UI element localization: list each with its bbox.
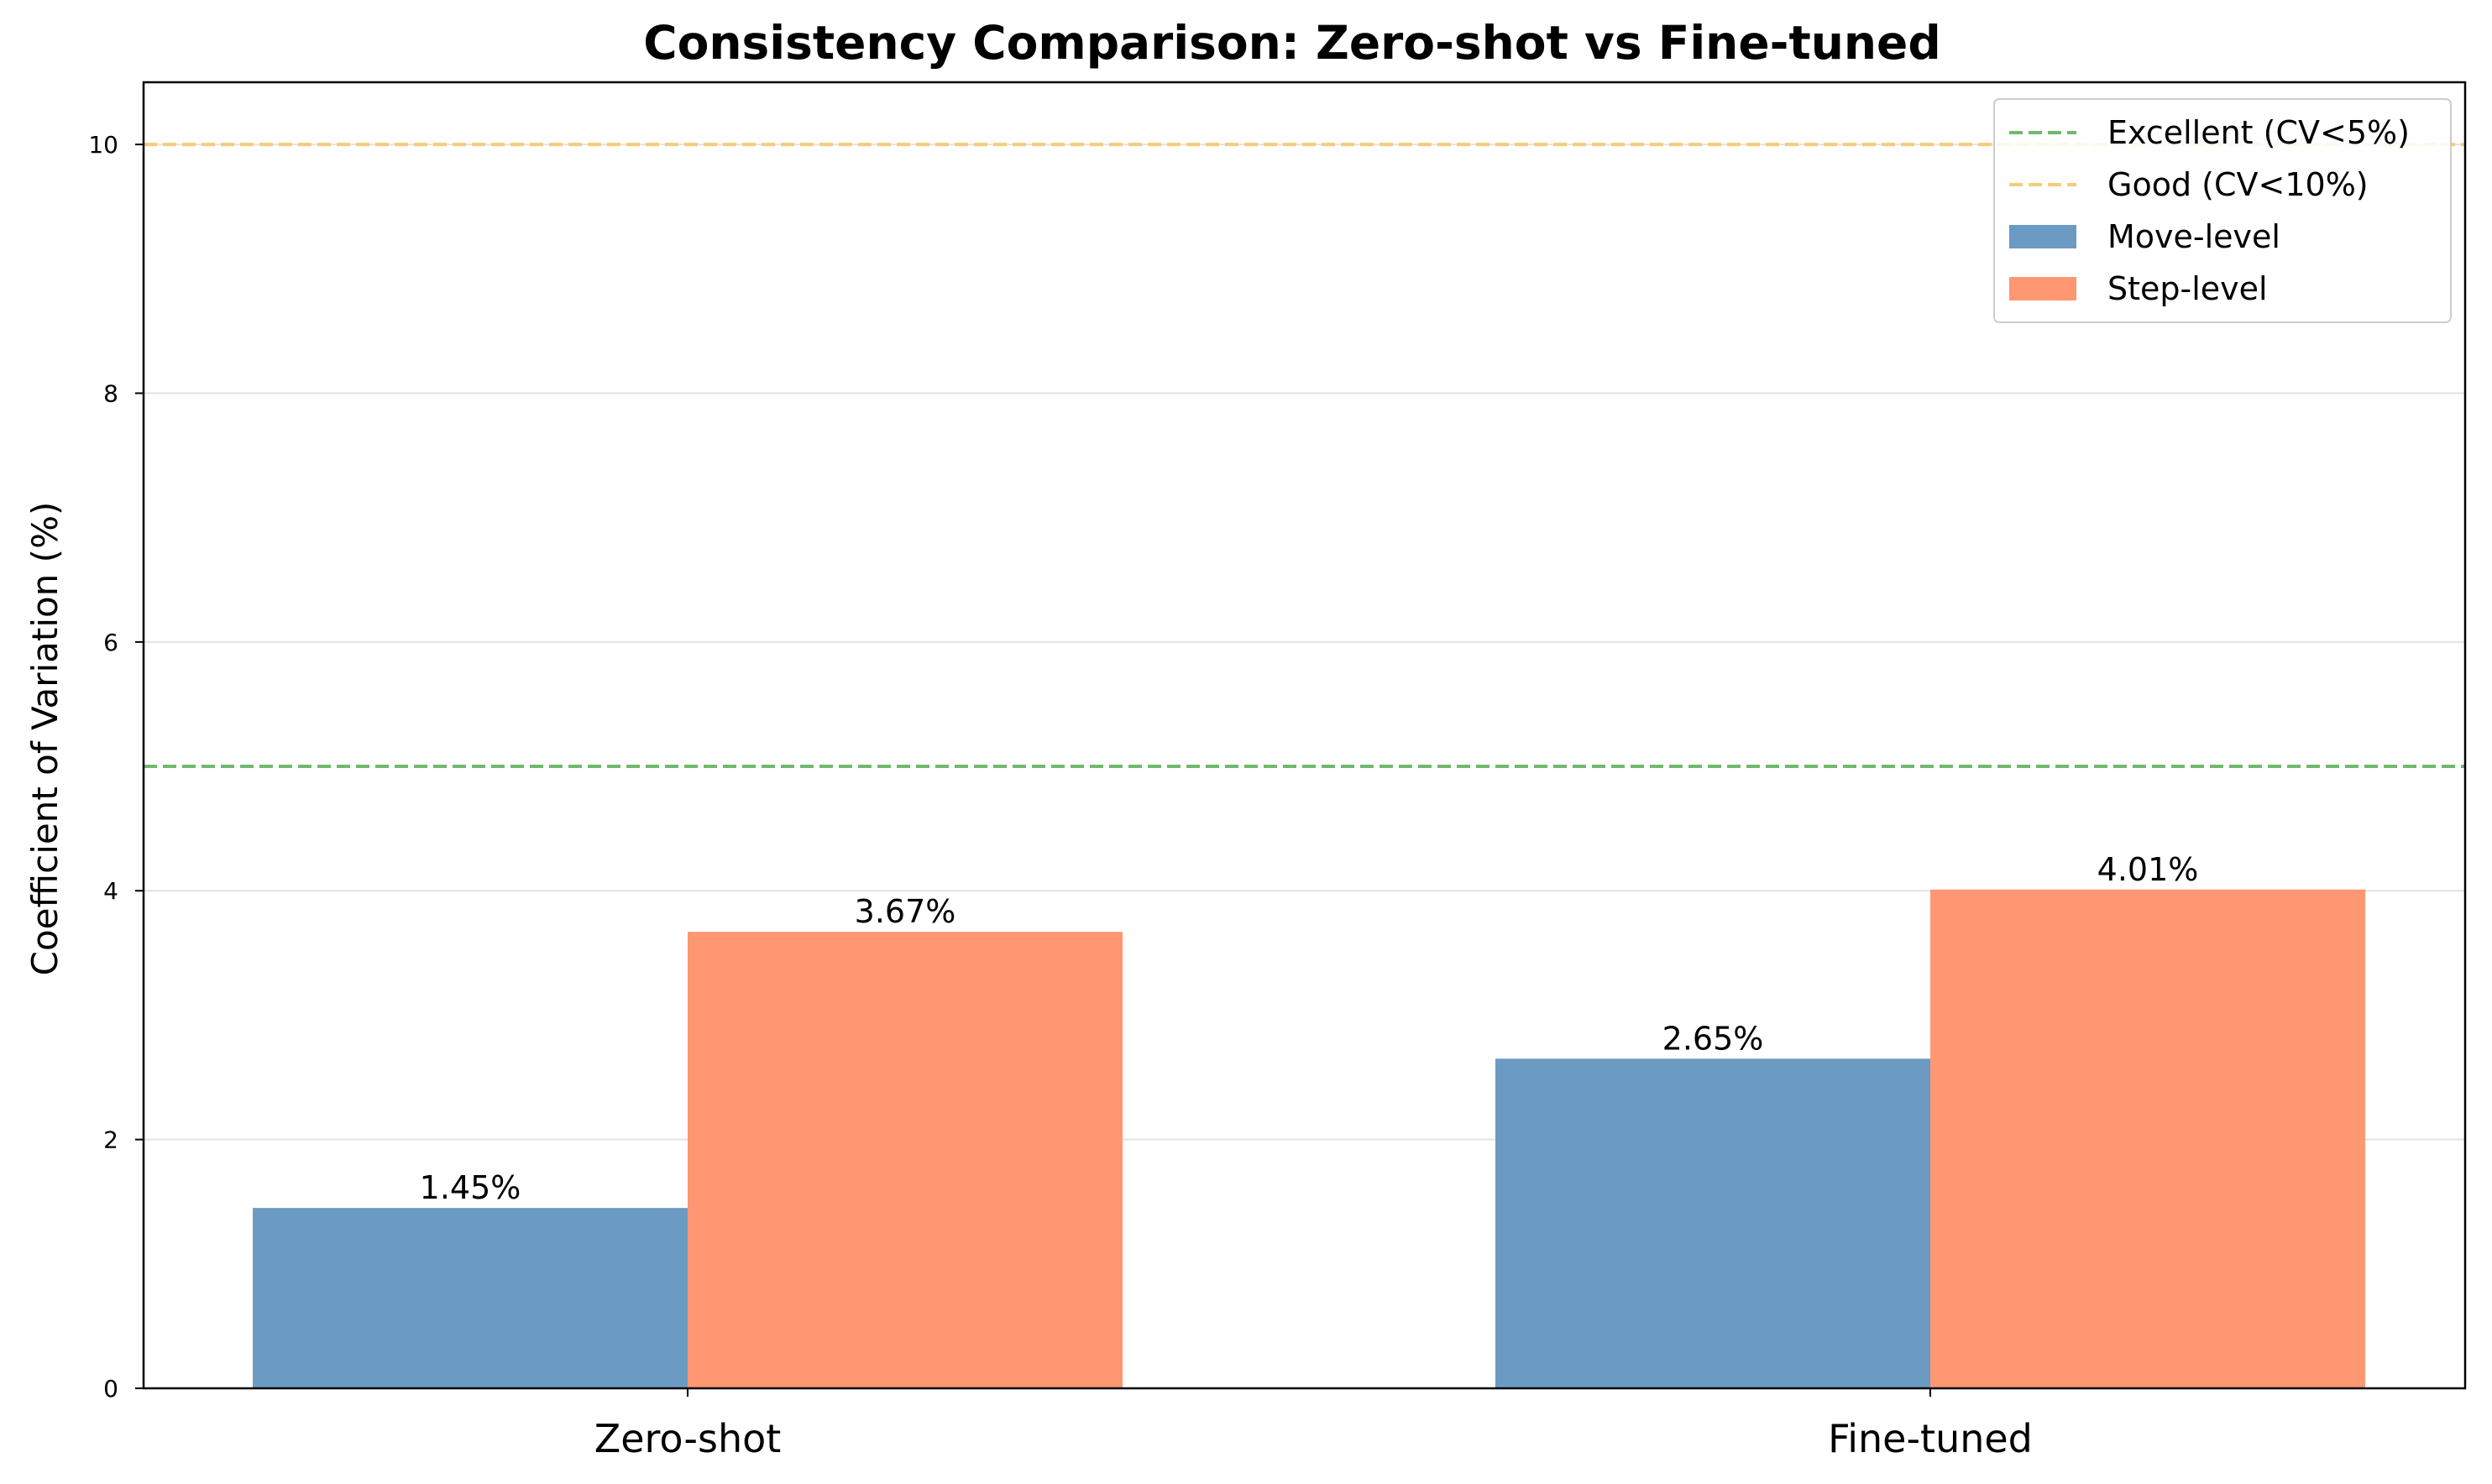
bar <box>1930 889 2365 1388</box>
y-tick-label: 0 <box>103 1375 118 1403</box>
bar <box>1495 1058 1930 1388</box>
axis-ticks: 0 2 4 6 8 10 Zero-shot Fine-tuned <box>88 131 2033 1461</box>
x-tick-label: Fine-tuned <box>1828 1416 2033 1461</box>
y-axis-label: Coefficient of Variation (%) <box>24 502 65 976</box>
y-tick-label: 2 <box>103 1126 118 1154</box>
bars <box>253 889 2365 1388</box>
plot-frame <box>142 81 2467 1390</box>
y-tick-label: 6 <box>103 629 118 656</box>
bar-value-label: 3.67% <box>855 893 956 930</box>
legend-label: Excellent (CV<5%) <box>2107 114 2410 151</box>
legend-label: Move-level <box>2107 218 2280 255</box>
bar-value-label: 1.45% <box>420 1169 521 1206</box>
legend-box <box>1993 98 2452 323</box>
bar-value-label: 4.01% <box>2097 851 2199 888</box>
legend-label: Good (CV<10%) <box>2107 166 2369 203</box>
data-labels: 1.45% 3.67% 2.65% 4.01% <box>420 851 2199 1206</box>
y-tick-label: 4 <box>103 877 118 905</box>
legend-color-swatch <box>2009 277 2076 300</box>
chart-title: Consistency Comparison: Zero-shot vs Fin… <box>643 16 1940 70</box>
bar-value-label: 2.65% <box>1662 1020 1764 1057</box>
legend: Excellent (CV<5%) Good (CV<10%) Move-level… <box>1993 98 2452 323</box>
y-tick-label: 8 <box>103 379 118 407</box>
legend-label: Step-level <box>2107 270 2268 307</box>
x-tick-label: Zero-shot <box>594 1416 782 1461</box>
y-tick-label: 10 <box>88 131 118 159</box>
bar <box>253 1208 688 1388</box>
bar <box>688 932 1123 1388</box>
legend-color-swatch <box>2009 225 2076 248</box>
